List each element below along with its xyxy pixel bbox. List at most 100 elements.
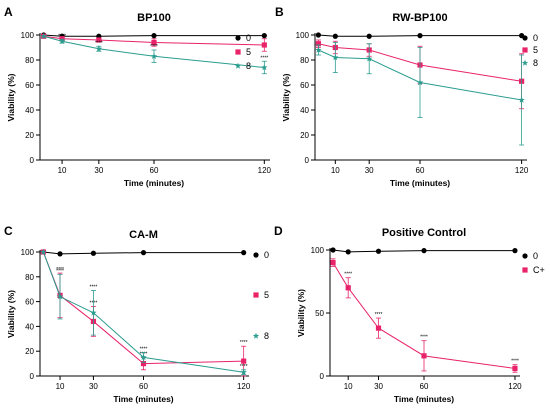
data-point [375, 325, 382, 331]
data-point [375, 248, 382, 254]
legend-label: 8 [264, 331, 269, 341]
significance-label: **** [240, 364, 248, 370]
data-point [330, 247, 336, 253]
significance-label: **** [56, 268, 64, 274]
series-cplus: **** **** **** **** [330, 258, 519, 373]
significance-label: **** [420, 335, 428, 341]
data-point [140, 354, 147, 361]
data-point [95, 45, 103, 52]
legend-entry: C+ [522, 265, 545, 275]
x-tick-label: 120 [515, 166, 529, 175]
panel-letter: C [4, 224, 13, 238]
y-axis-label: Viability (%) [6, 290, 16, 338]
data-point [332, 33, 338, 39]
chart-title: CA-M [129, 229, 158, 241]
y-tick-label: 20 [25, 131, 34, 140]
y-tick-label: 0 [30, 372, 35, 381]
data-point [90, 309, 97, 316]
y-tick-label: 100 [21, 31, 35, 40]
significance-label: **** [95, 40, 103, 46]
x-tick-label: 10 [56, 382, 65, 391]
x-tick-label: 60 [416, 166, 425, 175]
data-point [57, 251, 63, 257]
panel-letter: D [274, 224, 283, 238]
legend-entry: 5 [522, 45, 538, 55]
x-tick-label: 30 [89, 382, 98, 391]
legend-entry: 0 [522, 251, 538, 261]
data-point [240, 368, 247, 376]
y-tick-label: 60 [25, 81, 34, 90]
legend-label: 5 [264, 290, 269, 300]
legend-entry: 5 [235, 47, 251, 57]
data-point [40, 32, 47, 39]
y-axis-label: Viability (%) [281, 73, 291, 121]
y-tick-label: 50 [315, 309, 324, 318]
legend-label: 8 [246, 61, 251, 71]
legend-marker [234, 62, 242, 69]
significance-label: **** [58, 33, 66, 39]
data-point [345, 285, 351, 291]
significance-label: **** [344, 272, 352, 278]
legend-entry: 8 [521, 58, 538, 68]
y-tick-label: 100 [21, 248, 35, 257]
data-point [518, 96, 525, 103]
x-axis-label: Time (minutes) [124, 178, 184, 188]
legend-marker [253, 292, 259, 298]
data-point [330, 260, 336, 266]
series-8: **** **** **** **** [40, 248, 248, 376]
chart-title: Positive Control [382, 227, 466, 239]
series-0 [330, 247, 518, 255]
legend-label: 0 [533, 33, 538, 43]
legend-entry: 8 [252, 331, 269, 341]
chart-title: RW-BP100 [392, 12, 447, 24]
legend-marker [253, 252, 259, 258]
x-axis-label: Time (minutes) [394, 394, 454, 404]
data-point [90, 250, 97, 256]
data-point [58, 37, 66, 44]
x-tick-label: 10 [344, 382, 353, 391]
legend-marker [522, 253, 528, 259]
y-tick-label: 0 [320, 372, 325, 381]
legend-label: 0 [533, 251, 538, 261]
legend-label: 0 [264, 250, 269, 260]
data-point [417, 33, 423, 39]
data-point [366, 33, 372, 39]
y-tick-label: 80 [25, 56, 34, 65]
data-point [365, 55, 373, 62]
x-axis-label: Time (minutes) [113, 394, 173, 404]
series-0 [315, 32, 525, 39]
legend-marker [252, 332, 260, 339]
y-tick-label: 20 [25, 347, 34, 356]
series-0 [40, 249, 247, 257]
data-point [261, 33, 267, 39]
legend-entry: 5 [253, 290, 269, 300]
legend-entry: 0 [235, 33, 251, 43]
legend-label: 5 [246, 47, 251, 57]
data-point [56, 293, 64, 300]
significance-label: **** [140, 346, 148, 352]
x-tick-label: 120 [237, 382, 251, 391]
x-tick-label: 10 [331, 166, 340, 175]
y-axis-label: Viability (%) [6, 73, 16, 121]
data-point [416, 79, 424, 86]
series-8 [315, 42, 525, 146]
data-point [140, 361, 147, 367]
data-point [96, 37, 102, 43]
legend-marker [522, 47, 528, 53]
legend-marker [522, 35, 528, 41]
x-tick-label: 60 [139, 382, 148, 391]
y-tick-label: 100 [311, 246, 325, 255]
data-point [40, 248, 47, 255]
significance-label: **** [260, 55, 268, 61]
chart-panel-d: D Positive Control 0 50 100 10 30 60 120 Time (mi… [274, 224, 545, 404]
legend-entry: 0 [522, 33, 538, 43]
data-point [150, 52, 158, 59]
y-tick-label: 40 [300, 106, 309, 115]
significance-label: **** [375, 312, 383, 318]
legend-entry: 8 [234, 61, 251, 71]
data-point [151, 39, 157, 46]
y-tick-label: 80 [300, 56, 309, 65]
